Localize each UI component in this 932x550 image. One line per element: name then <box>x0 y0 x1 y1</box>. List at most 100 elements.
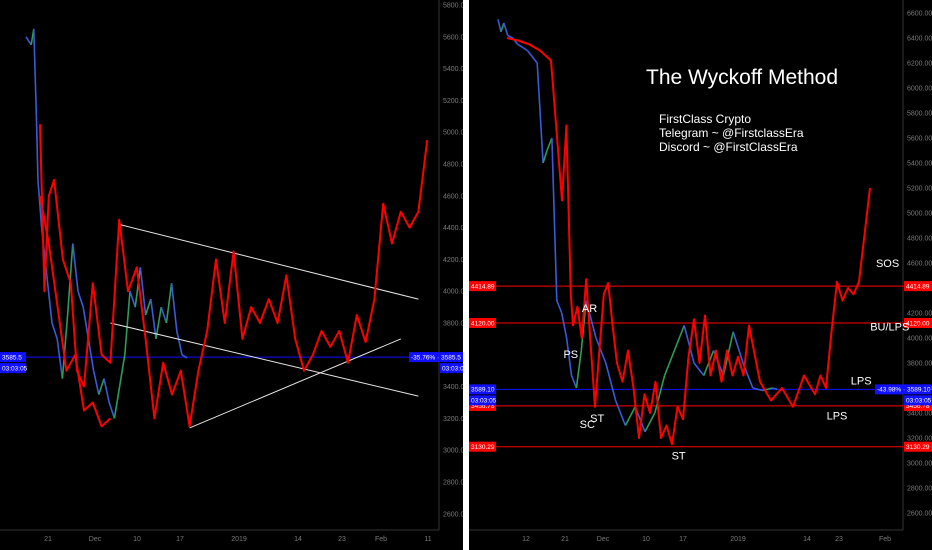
price-candle-segment <box>654 375 666 414</box>
level-tag-left <box>469 318 496 328</box>
price-candle-segment <box>663 350 676 376</box>
x-tick-label: 11 <box>424 536 431 543</box>
y-tick-label: 5000.00 <box>907 211 932 218</box>
price-candle-segment <box>614 400 627 426</box>
chart-title: The Wyckoff Method <box>646 66 839 89</box>
price-candle-segment <box>565 337 573 376</box>
price-candle-segment <box>176 330 183 355</box>
price-candle-segment <box>673 325 685 351</box>
wyckoff-annotation: AR <box>582 303 597 315</box>
price-candle-segment <box>56 338 64 379</box>
y-tick-label: 3000.0 <box>443 448 463 455</box>
price-candle-segment <box>624 406 636 426</box>
x-tick-label: 17 <box>176 536 184 543</box>
price-candle-segment <box>752 387 763 392</box>
price-candle-segment <box>129 290 136 308</box>
y-tick-label: 4800.00 <box>907 236 932 243</box>
y-tick-label: 5200.0 <box>443 98 463 105</box>
countdown-right-label: 03:03:05 <box>906 398 932 405</box>
y-tick-label: 2600.0 <box>443 511 463 518</box>
left-chart-panel[interactable]: 5800.0 5600.0 5400.0 5200.0 5000.0 4800.0 4600… <box>0 0 463 550</box>
price-candle-segment <box>113 386 121 419</box>
info-block: FirstClass Crypto Telegram ~ @Firstclass… <box>659 112 804 154</box>
y-tick-label: 6200.00 <box>907 61 932 68</box>
x-tick-label: 10 <box>642 536 650 543</box>
level-tag-left-label: 3130.29 <box>471 444 495 451</box>
wyckoff-annotation: PS <box>563 349 578 361</box>
price-candle-segment <box>575 350 583 389</box>
trendline <box>110 322 419 397</box>
price-candle-segment <box>693 362 705 376</box>
price-tag-right-label: -35.76% · 3585.5 <box>411 354 461 361</box>
info-line-telegram: Telegram ~ @FirstclassEra <box>659 126 804 140</box>
y-tick-label: 5600.0 <box>443 34 463 41</box>
level-tag-label: 3130.29 <box>906 444 930 451</box>
y-tick-label: 6600.00 <box>907 11 932 18</box>
price-candle-segment <box>517 43 528 52</box>
countdown-right-label: 03:03:05 <box>442 365 463 372</box>
price-candle-segment <box>150 299 157 340</box>
level-tag-label: 4414.89 <box>906 283 930 290</box>
y-tick-label: 2800.00 <box>907 486 932 493</box>
wyckoff-annotation: SOS <box>876 258 899 270</box>
price-candle-segment <box>87 338 95 371</box>
y-tick-label: 5600.00 <box>907 136 932 143</box>
right-chart-panel[interactable]: 6600.00 6400.00 6200.00 6000.00 5800.00 5600.… <box>469 0 932 550</box>
price-tag-right <box>875 384 931 395</box>
level-tag-left-label: 3456.78 <box>471 403 495 410</box>
x-tick-label: Feb <box>879 536 891 543</box>
y-tick-label: 4800.0 <box>443 162 463 169</box>
price-candle-segment <box>497 19 502 32</box>
x-tick-label: 2019 <box>730 536 746 543</box>
price-tag-left <box>0 352 26 363</box>
price-candle-segment <box>108 402 116 419</box>
right-chart[interactable]: 6600.00 6400.00 6200.00 6000.00 5800.00 5600.… <box>469 0 932 550</box>
y-tick-label: 3200.0 <box>443 416 463 423</box>
price-candle-segment <box>103 378 110 403</box>
level-tag <box>904 318 932 328</box>
y-tick-label: 5400.00 <box>907 161 932 168</box>
x-tick-label: 12 <box>522 536 530 543</box>
price-candle-segment <box>139 267 147 316</box>
y-tick-label: 3200.00 <box>907 436 932 443</box>
price-candle-segment <box>170 283 178 332</box>
projection-series-line <box>39 124 429 428</box>
y-tick-label: 4200.00 <box>907 311 932 318</box>
price-candle-segment <box>160 306 168 324</box>
level-tag-left-label: 4414.89 <box>471 283 495 290</box>
price-candle-segment <box>92 370 100 395</box>
level-tag-left <box>469 281 496 292</box>
price-candle-segment <box>772 387 778 391</box>
y-tick-label: 5400.0 <box>443 66 463 73</box>
y-tick-label: 4000.00 <box>907 336 932 343</box>
price-candle-segment <box>72 243 79 292</box>
y-tick-label: 2800.0 <box>443 480 463 487</box>
trendline <box>119 223 419 300</box>
price-candle-segment <box>560 312 568 339</box>
price-candle-segment <box>33 28 38 117</box>
price-candle-segment <box>144 298 152 316</box>
price-candle-segment <box>503 22 509 36</box>
price-candle-segment <box>542 150 548 164</box>
wyckoff-annotation: LPS <box>827 410 848 422</box>
wyckoff-annotation: ST <box>672 450 686 462</box>
price-candle-segment <box>683 325 695 364</box>
price-candle-segment <box>546 137 553 151</box>
price-candle-segment <box>605 362 617 401</box>
trendline <box>189 338 401 429</box>
price-candle-segment <box>536 62 544 164</box>
y-tick-label: 3800.0 <box>443 321 463 328</box>
countdown-tag-left <box>0 363 26 374</box>
price-candle-segment <box>77 290 84 308</box>
y-tick-label: 3000.00 <box>907 461 932 468</box>
price-candle-segment <box>507 34 514 39</box>
price-candle-segment <box>46 275 53 324</box>
left-chart[interactable]: 5800.0 5600.0 5400.0 5200.0 5000.0 4800.0 4600… <box>0 0 463 550</box>
price-tag-left-label: 3585.5 <box>2 354 22 361</box>
countdown-left-label: 03:03:05 <box>471 398 497 405</box>
price-candle-segment <box>181 354 188 359</box>
level-tag <box>904 400 932 411</box>
info-line-discord: Discord ~ @FirstClassEra <box>659 140 798 154</box>
projection-series-line <box>506 37 871 446</box>
x-tick-label: 21 <box>44 536 52 543</box>
